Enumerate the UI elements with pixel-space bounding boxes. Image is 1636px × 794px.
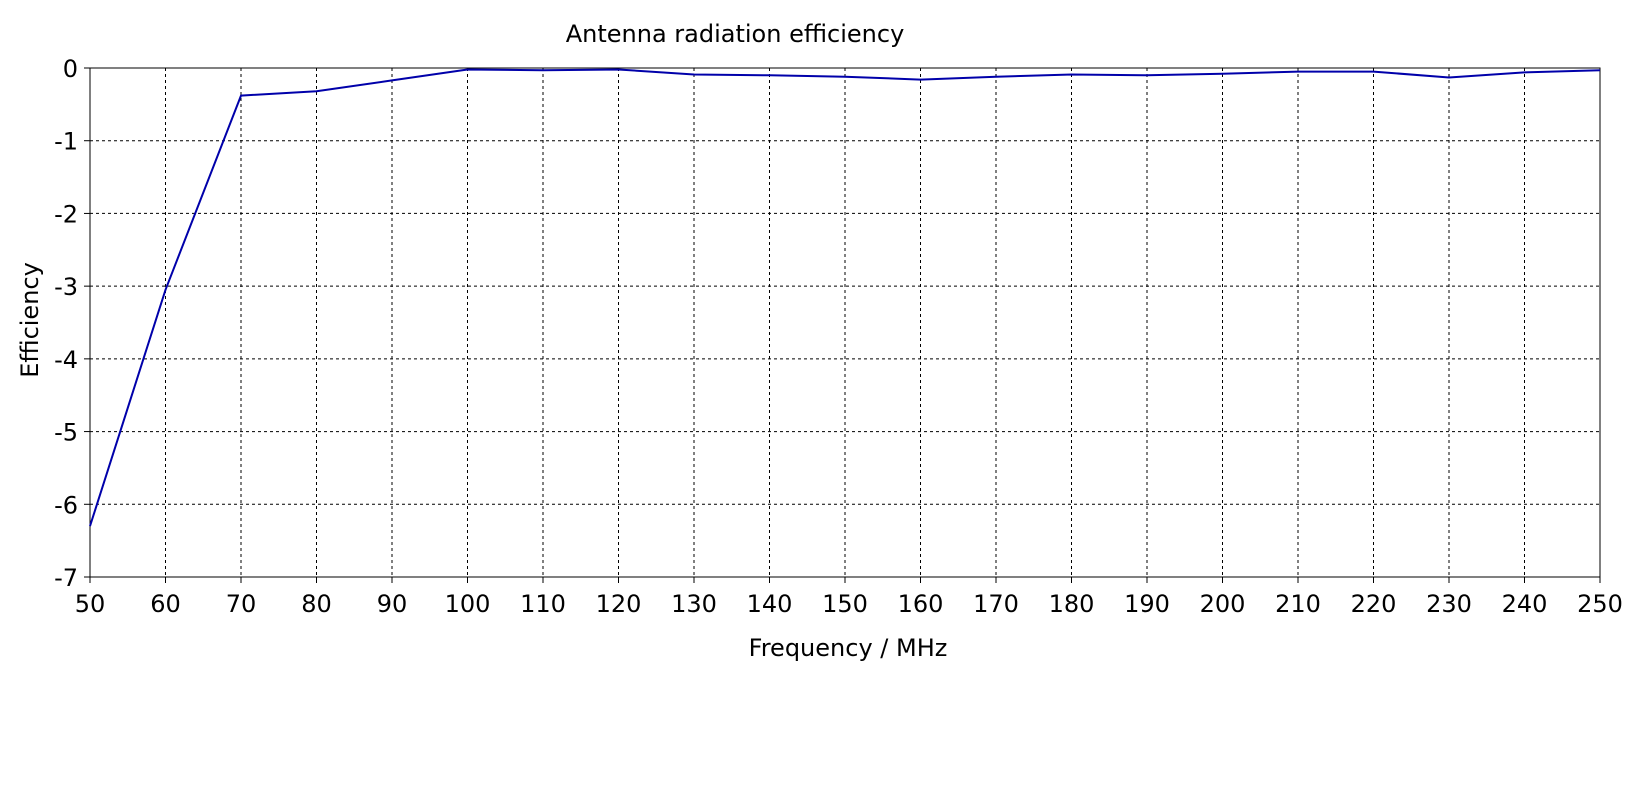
x-tick-label: 110: [520, 590, 566, 618]
y-axis-label: Efficiency: [16, 262, 44, 378]
x-tick-label: 230: [1426, 590, 1472, 618]
x-tick-label: 80: [301, 590, 332, 618]
x-tick-label: 240: [1502, 590, 1548, 618]
chart-title: Antenna radiation efficiency: [566, 20, 905, 48]
x-tick-label: 50: [75, 590, 106, 618]
y-tick-label: -2: [54, 200, 78, 228]
x-tick-label: 160: [898, 590, 944, 618]
y-tick-label: 0: [63, 55, 78, 83]
x-tick-label: 120: [596, 590, 642, 618]
y-tick-label: -6: [54, 491, 78, 519]
x-tick-label: 250: [1577, 590, 1623, 618]
y-tick-label: -1: [54, 128, 78, 156]
x-axis-label: Frequency / MHz: [749, 634, 948, 662]
x-tick-label: 140: [747, 590, 793, 618]
x-tick-label: 200: [1200, 590, 1246, 618]
y-tick-label: -3: [54, 273, 78, 301]
x-tick-label: 170: [973, 590, 1019, 618]
series-layer: [89, 68, 1601, 527]
x-tick-label: 150: [822, 590, 868, 618]
grid-lines: [90, 68, 1600, 577]
x-tick-label: 180: [1049, 590, 1095, 618]
axis-ticks: 50 60 70 80 90 100 110 120 130 140 150 160 170 180 190…: [54, 55, 1623, 618]
x-tick-label: 60: [150, 590, 181, 618]
x-tick-label: 210: [1275, 590, 1321, 618]
x-tick-label: 70: [226, 590, 257, 618]
x-tick-label: 90: [377, 590, 408, 618]
y-tick-label: -5: [54, 419, 78, 447]
y-tick-label: -4: [54, 346, 78, 374]
y-tick-label: -7: [54, 564, 78, 592]
x-tick-label: 220: [1351, 590, 1397, 618]
x-tick-label: 130: [671, 590, 717, 618]
x-tick-label: 100: [445, 590, 491, 618]
x-tick-label: 190: [1124, 590, 1170, 618]
